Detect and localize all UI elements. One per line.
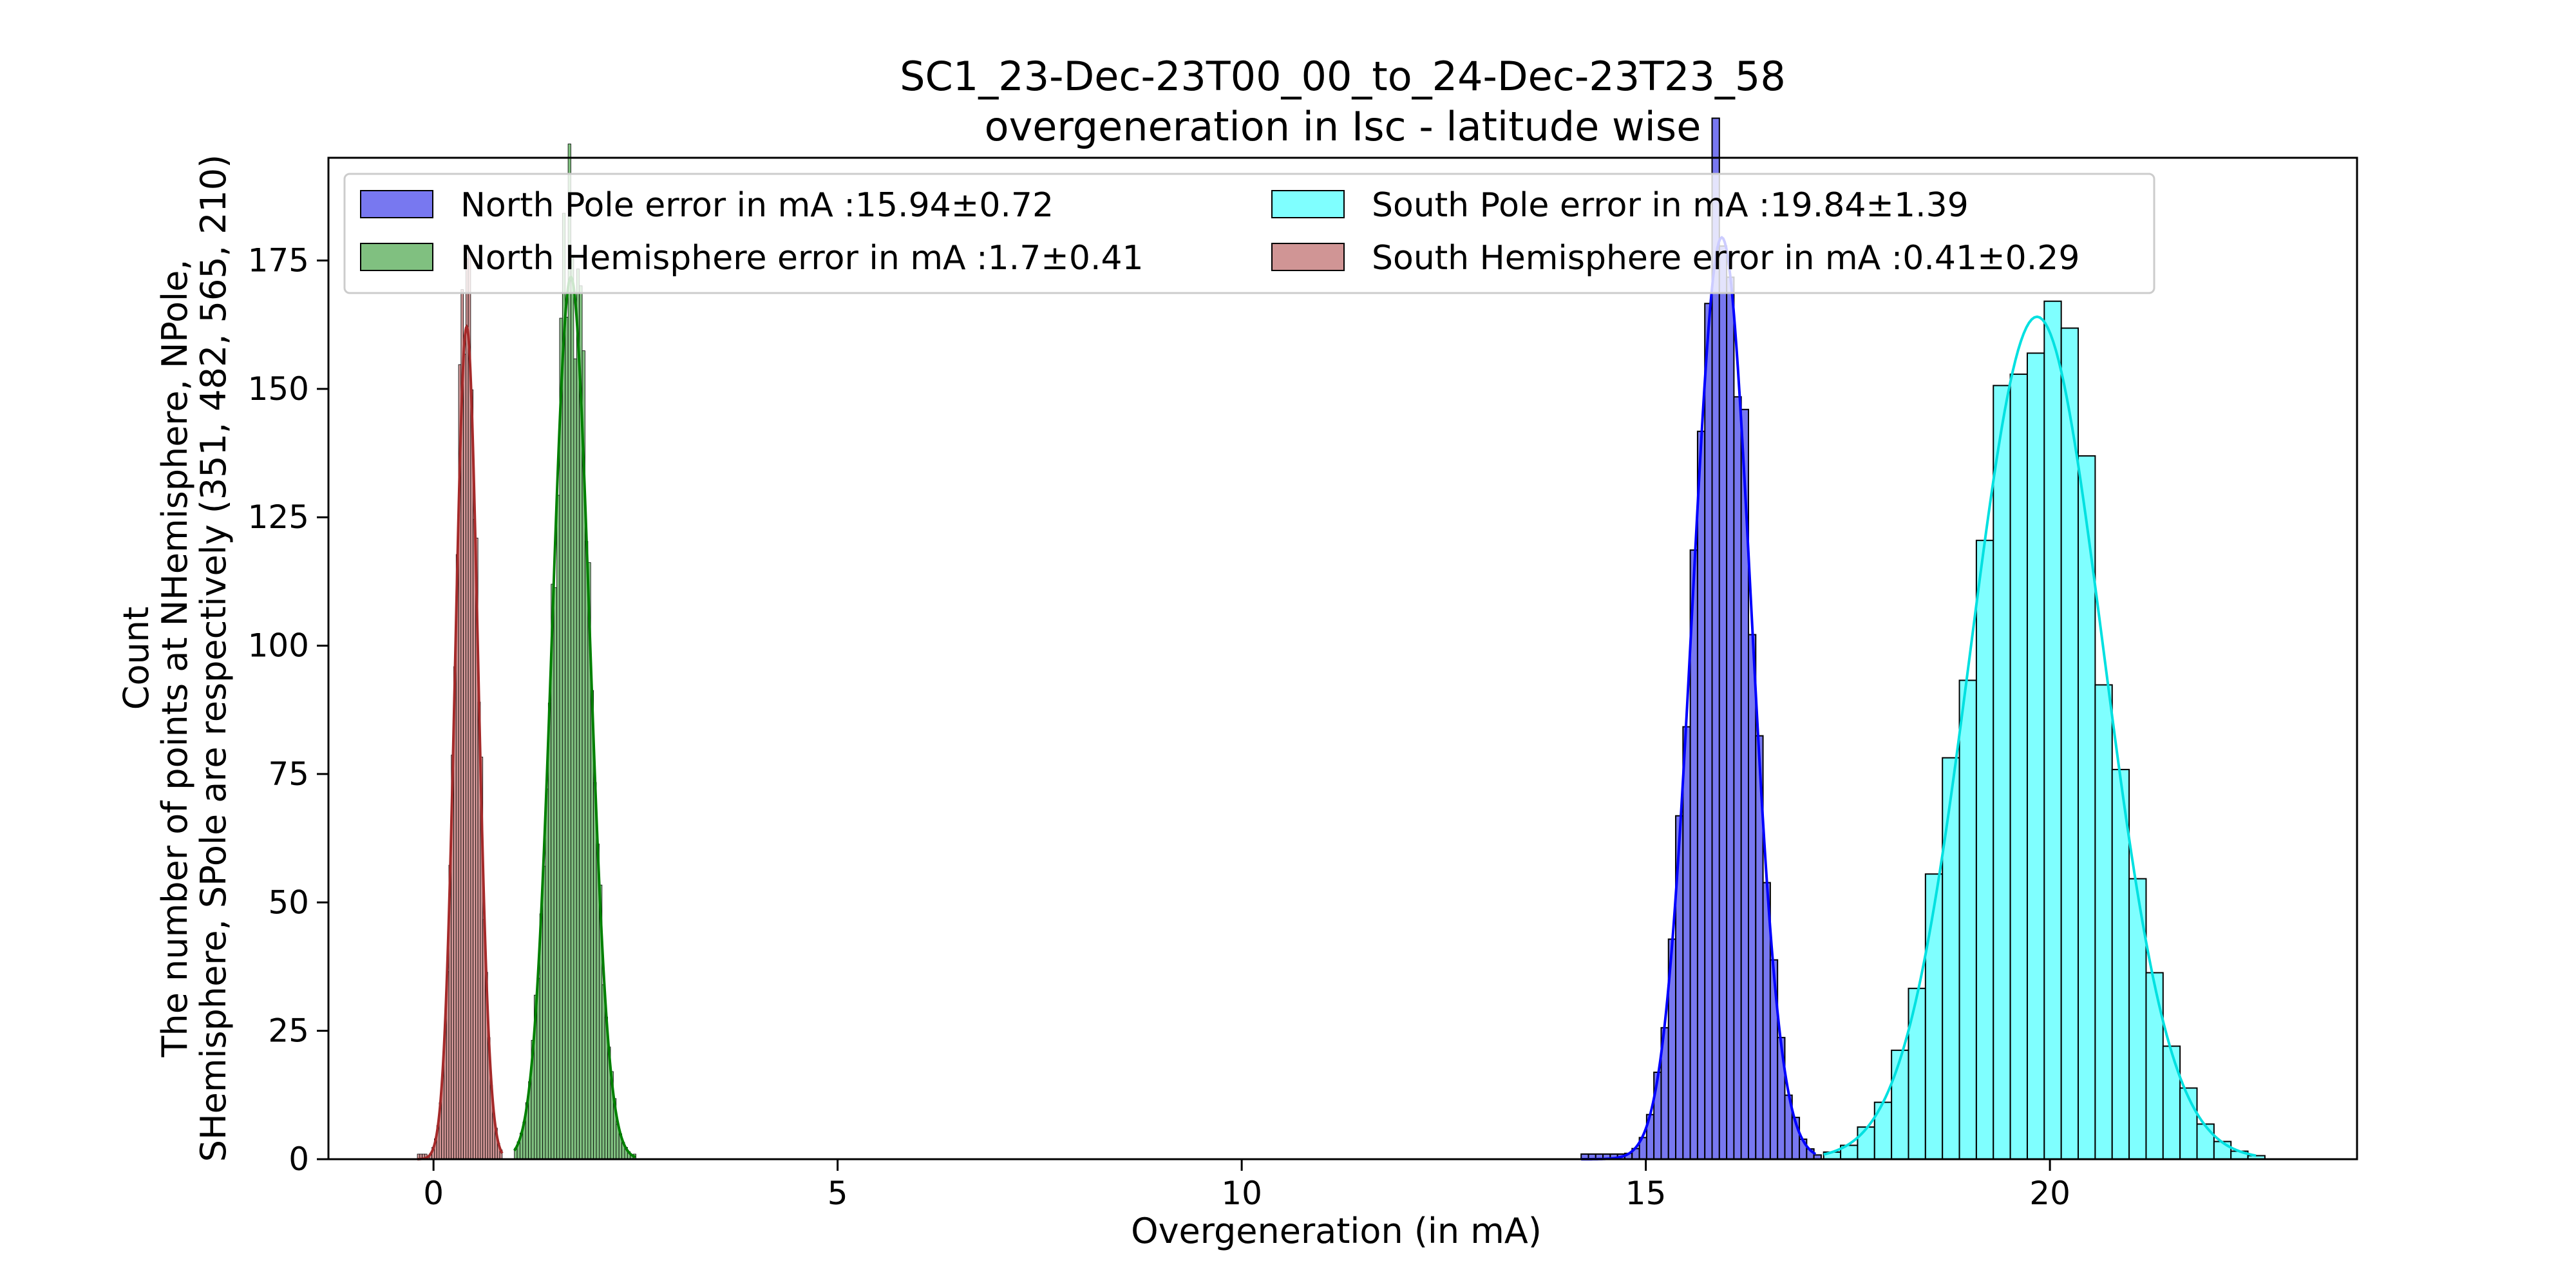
- histogram-bar: [2094, 684, 2113, 1160]
- histogram-bar: [2196, 1123, 2215, 1160]
- histogram-bar: [2043, 300, 2062, 1160]
- series-south-hemisphere: [417, 249, 503, 1160]
- kde-layer: [417, 236, 2257, 1160]
- legend-swatch-north-hemisphere: [360, 243, 433, 271]
- x-tick-label: 5: [828, 1175, 848, 1212]
- y-axis-label: Count: [116, 607, 156, 710]
- histogram-bar: [601, 984, 605, 1160]
- histogram-bar: [1726, 276, 1735, 1160]
- y-tick-label: 175: [248, 242, 309, 279]
- kde-line-south-hemisphere: [417, 324, 504, 1160]
- chart-subtitle: overgeneration in Isc - latitude wise: [985, 103, 1701, 150]
- histogram-bar: [585, 541, 589, 1160]
- x-axis-label: Overgeneration (in mA): [1131, 1211, 1542, 1251]
- histogram-bar: [1733, 396, 1742, 1160]
- histogram-bar: [2026, 352, 2045, 1160]
- histogram-bar: [1975, 540, 1994, 1160]
- series-south-pole: [1823, 300, 2266, 1160]
- x-tick-label: 20: [2029, 1175, 2070, 1212]
- histogram-bar: [593, 782, 597, 1160]
- histogram-bar: [1748, 634, 1757, 1160]
- histogram-bar: [2145, 972, 2164, 1160]
- histogram-bar: [553, 587, 557, 1160]
- y-tick-label: 50: [268, 884, 309, 921]
- histogram-bar: [2162, 1045, 2181, 1160]
- histogram-bar: [545, 788, 549, 1160]
- histogram-bar: [1942, 757, 1960, 1160]
- legend-label-south-hemisphere: South Hemisphere error in mA :0.41±0.29: [1372, 239, 2079, 278]
- histogram-bar: [556, 495, 560, 1160]
- kde-line-north-hemisphere: [513, 275, 636, 1159]
- histogram-bar: [473, 518, 476, 1160]
- histogram-bar: [1924, 873, 1944, 1160]
- y-tick-label: 0: [289, 1141, 309, 1178]
- histogram-bar: [571, 256, 574, 1160]
- x-tick-label: 10: [1221, 1175, 1262, 1212]
- histogram-bar: [1908, 987, 1926, 1160]
- histogram-bar: [547, 703, 552, 1160]
- histogram-bar: [1857, 1126, 1875, 1160]
- histogram-bar: [542, 866, 546, 1160]
- histogram-bar: [465, 258, 469, 1160]
- y-tick-label: 100: [248, 627, 309, 665]
- legend: North Pole error in mA :15.94±0.72 North…: [343, 173, 2155, 294]
- x-axis: 0 5 10 15 20: [423, 1159, 2070, 1212]
- chart-title: SC1_23-Dec-23T00_00_to_24-Dec-23T23_58: [900, 53, 1786, 100]
- series-north-pole: [1580, 117, 1822, 1160]
- histogram-bar: [470, 389, 474, 1160]
- histogram-bar: [1718, 245, 1728, 1160]
- legend-swatch-south-hemisphere: [1271, 243, 1345, 271]
- histogram-bar: [1993, 384, 2011, 1160]
- y-axis: 0 25 50 75 100 125 150 175: [248, 242, 328, 1178]
- histogram-bar: [1891, 1049, 1909, 1160]
- histogram-bar: [576, 269, 580, 1160]
- legend-swatch-south-pole: [1271, 190, 1345, 218]
- histogram-bar: [2009, 374, 2028, 1160]
- histogram-bar: [565, 317, 569, 1160]
- plot-frame: [327, 156, 2358, 1160]
- legend-swatch-north-pole: [360, 190, 433, 218]
- histogram-bar: [1682, 726, 1691, 1160]
- histogram-bar: [1704, 303, 1713, 1160]
- bars-layer: [417, 117, 2266, 1160]
- histogram-bar: [2111, 768, 2130, 1160]
- legend-label-south-pole: South Pole error in mA :19.84±1.39: [1372, 186, 1969, 225]
- legend-label-north-hemisphere: North Hemisphere error in mA :1.7±0.41: [460, 239, 1144, 278]
- y-tick-label: 125: [248, 498, 309, 536]
- y-axis-label-line2: The number of points at NHemisphere, NPo…: [155, 260, 195, 1058]
- x-tick-label: 0: [423, 1175, 444, 1212]
- legend-label-north-pole: North Pole error in mA :15.94±0.72: [460, 186, 1054, 225]
- y-tick-label: 75: [268, 755, 309, 793]
- histogram-bar: [567, 144, 571, 1160]
- y-axis-label-group: Count The number of points at NHemispher…: [116, 155, 234, 1162]
- y-axis-label-line3: SHemisphere, SPole are respectively (351…: [193, 155, 234, 1162]
- histogram-bar: [463, 354, 466, 1160]
- histogram-bar: [1958, 679, 1977, 1160]
- histogram-bar: [573, 358, 577, 1160]
- y-tick-label: 25: [268, 1012, 309, 1050]
- y-tick-label: 150: [248, 370, 309, 408]
- histogram-bar: [2213, 1141, 2232, 1160]
- x-tick-label: 15: [1625, 1175, 1667, 1212]
- kde-line-south-pole: [1823, 315, 2257, 1157]
- legend-frame: [343, 173, 2155, 294]
- kde-line-north-pole: [1581, 236, 1817, 1160]
- histogram-bar: [1696, 430, 1706, 1160]
